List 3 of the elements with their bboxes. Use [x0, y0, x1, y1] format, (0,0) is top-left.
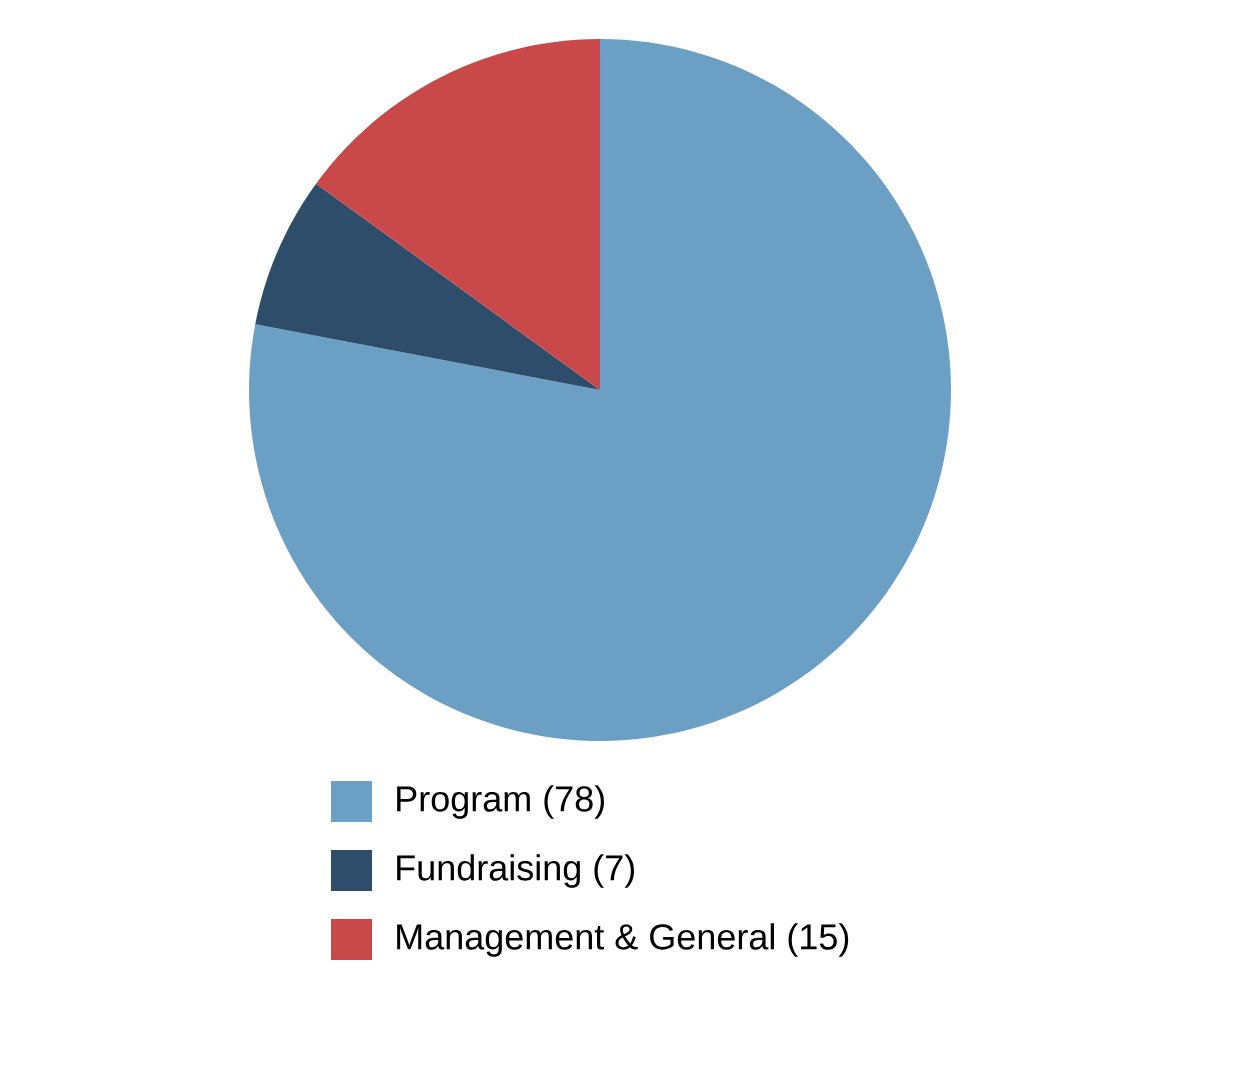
legend-label: Management & General (15) — [397, 923, 849, 957]
legend-label: Fundraising (7) — [397, 854, 634, 888]
legend-label: Program (78) — [397, 785, 604, 819]
